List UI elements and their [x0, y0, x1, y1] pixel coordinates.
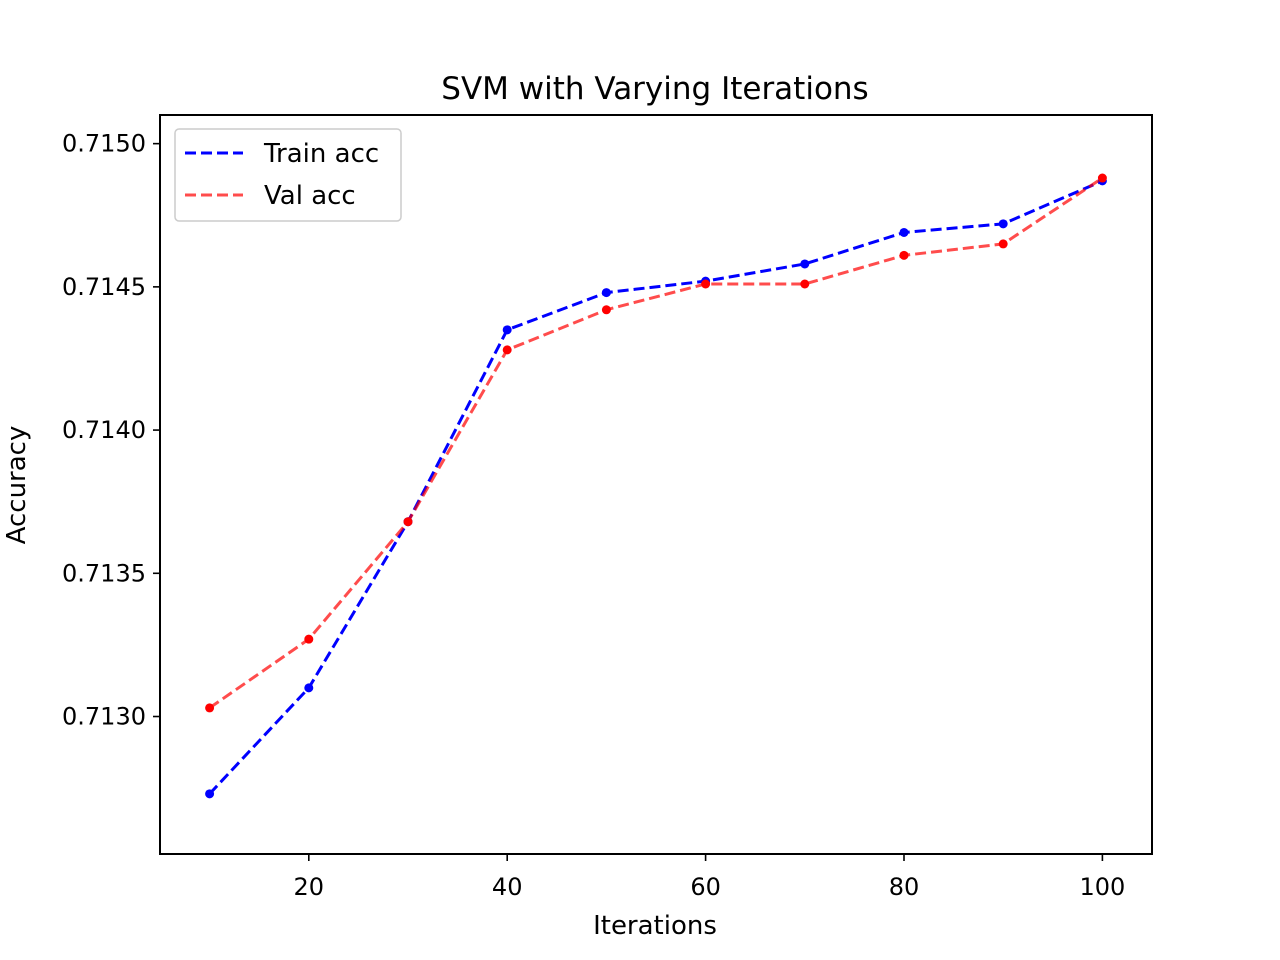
series-1-point	[403, 517, 413, 527]
legend-label-1: Val acc	[264, 181, 356, 211]
series-1-point	[205, 703, 215, 713]
y-tick-label: 0.7140	[62, 416, 146, 444]
y-tick-label: 0.7135	[62, 559, 146, 587]
series-1-point	[701, 279, 711, 289]
series-0-point	[601, 288, 611, 298]
legend-label-0: Train acc	[263, 139, 379, 169]
axes-frame	[159, 114, 1153, 855]
x-tick-label: 100	[1079, 873, 1125, 901]
x-tick-label: 60	[690, 873, 721, 901]
x-tick-label: 40	[492, 873, 523, 901]
series-line-1	[208, 176, 1104, 710]
series-0-point	[800, 259, 810, 269]
series-0-point	[998, 219, 1008, 229]
series-line-0	[208, 179, 1103, 795]
x-axis-label: Iterations	[593, 911, 717, 941]
series-1-point	[601, 305, 611, 315]
chart-title: SVM with Varying Iterations	[441, 71, 868, 107]
series-0-point	[304, 683, 314, 693]
legend: Train acc Val acc	[174, 128, 402, 222]
x-tick-label: 20	[294, 873, 325, 901]
series-0-point	[502, 325, 512, 335]
series-0-point	[205, 789, 215, 799]
legend-box	[174, 128, 402, 222]
series-1-point	[304, 634, 314, 644]
series-1-point	[998, 239, 1008, 249]
y-tick-label: 0.7150	[62, 130, 146, 158]
y-axis-label: Accuracy	[2, 426, 32, 545]
plot-area: 20 40 60 80 100 0.7130 0.7135 0.7140 0.7145 0.715…	[62, 114, 1153, 901]
series-0-point	[899, 227, 909, 237]
x-tick-label: 80	[889, 873, 920, 901]
series-1-point	[1097, 173, 1107, 183]
series-1-point	[502, 345, 512, 355]
series-1-point	[800, 279, 810, 289]
y-tick-label: 0.7130	[62, 703, 146, 731]
series-1-point	[899, 250, 909, 260]
y-tick-label: 0.7145	[62, 273, 146, 301]
